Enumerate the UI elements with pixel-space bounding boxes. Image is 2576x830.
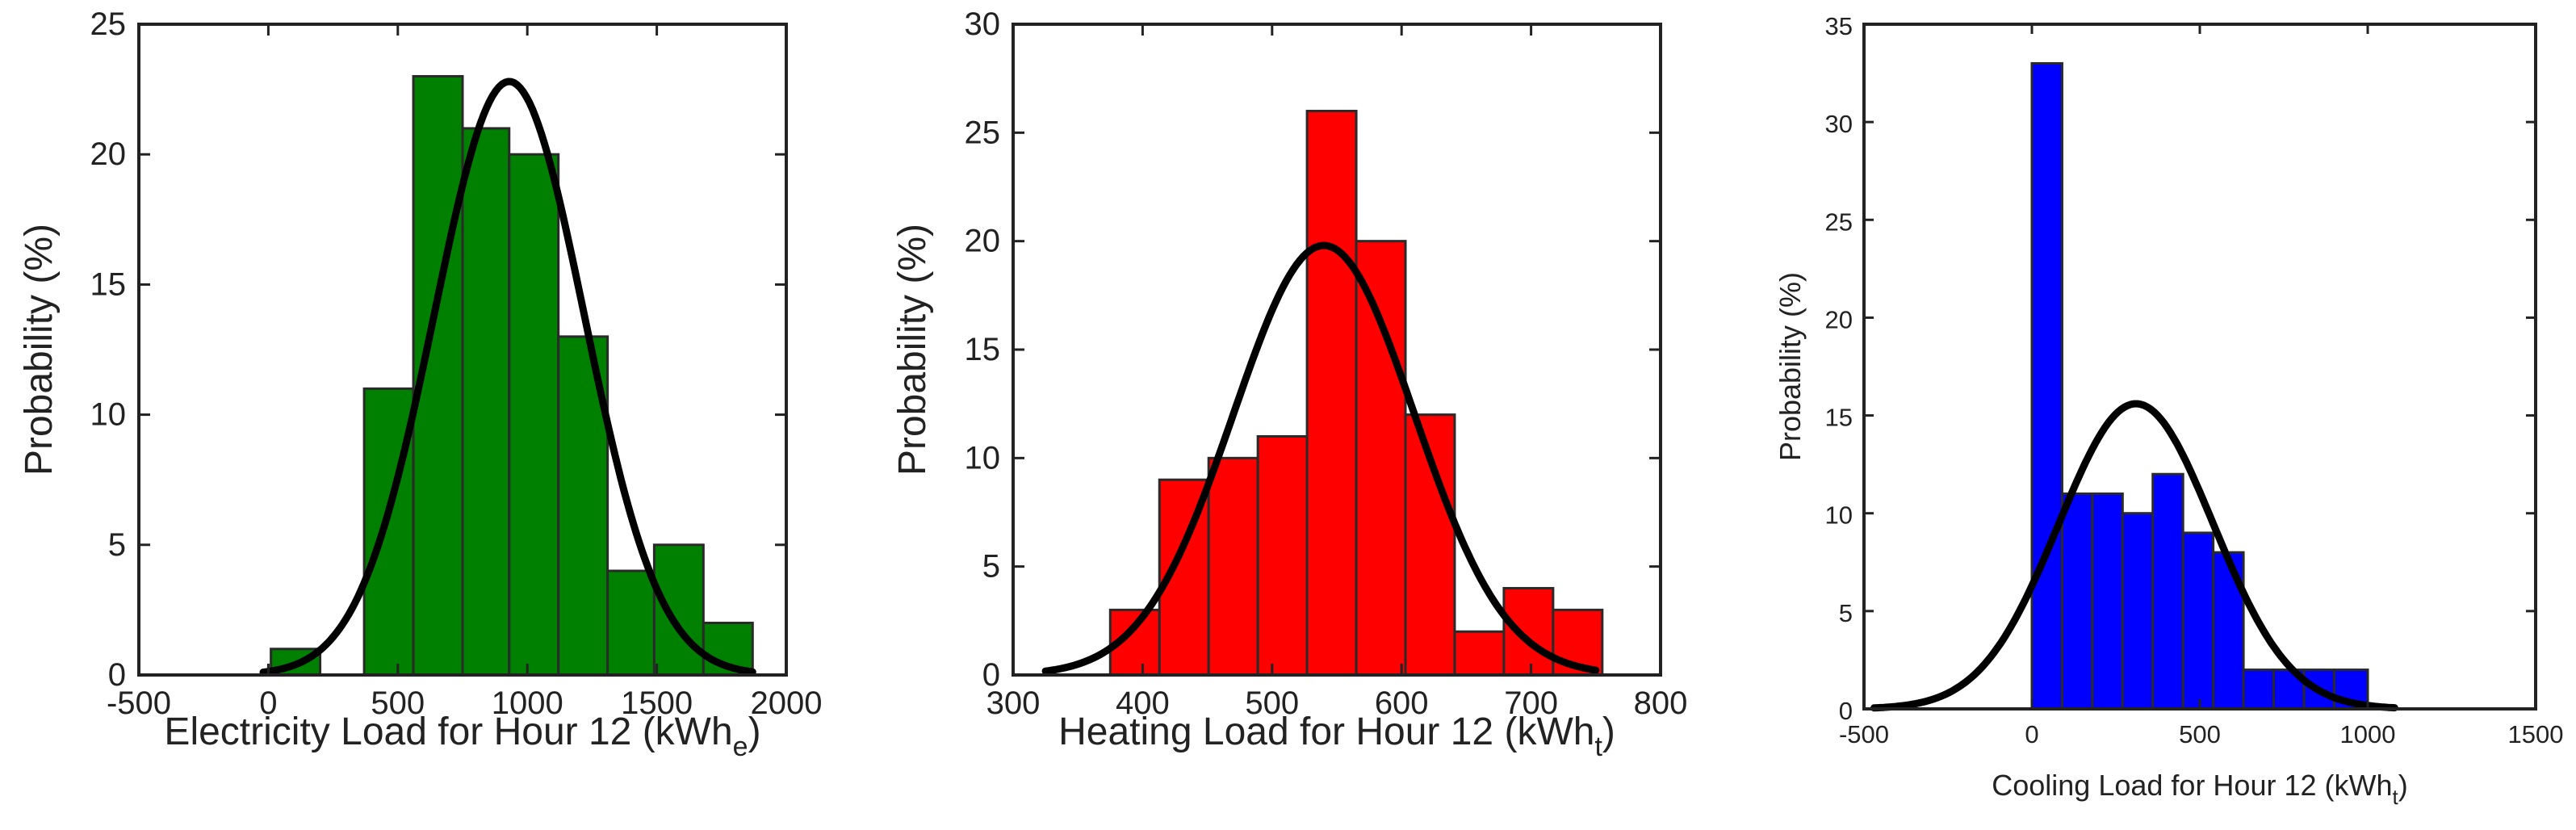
xtick-label-heating-3: 600 [1375,685,1429,721]
xlabel-electricity-end: ) [748,711,761,753]
ytick-label-electricity-3: 15 [90,266,127,302]
bar-cooling-5 [2181,531,2215,711]
xtick-label-electricity-4: 1500 [621,685,693,721]
bar-electricity-3 [461,127,511,677]
bar-electricity-7 [652,543,705,677]
xtick-label-electricity-5: 2000 [751,685,823,721]
ytick-label-heating-1: 5 [982,549,1000,585]
ytick-label-electricity-1: 5 [108,527,126,563]
bar-cooling-0 [2030,61,2063,711]
ytick-label-heating-2: 10 [965,440,1001,476]
fit-curve-electricity [259,78,756,677]
xtick-label-heating-0: 300 [986,685,1041,721]
ytick-label-cooling-7: 35 [1825,12,1853,40]
xtick-label-cooling-3: 1000 [2340,720,2396,748]
xtick-label-cooling-2: 500 [2179,720,2221,748]
bar-heating-8 [1502,587,1555,677]
xtick-label-cooling-4: 1500 [2508,720,2564,748]
bar-electricity-4 [508,153,560,677]
chart-heating: 300 400 500 600 700 800 0 5 10 15 20 25 30 Probabili… [891,6,1687,762]
bar-heating-2 [1207,456,1259,677]
ytick-label-heating-5: 25 [965,115,1001,150]
ytick-label-heating-6: 30 [965,6,1001,42]
ytick-label-heating-0: 0 [982,657,1000,693]
xlabel-cooling: Cooling Load for Hour 12 (kWht) [1992,769,2407,809]
ticks-heating: 300 400 500 600 700 800 0 5 10 15 20 25 30 [965,6,1688,721]
ytick-label-electricity-5: 25 [90,6,127,42]
xtick-label-electricity-3: 1000 [492,685,563,721]
xtick-label-heating-1: 400 [1116,685,1170,721]
xlabel-heating: Heating Load for Hour 12 (kWht) [1058,711,1615,762]
xlabel-heating-sub: t [1594,731,1602,762]
xlabel-cooling-main: Cooling Load for Hour 12 (kWh [1992,769,2392,802]
bar-heating-7 [1453,630,1506,677]
xtick-label-cooling-1: 0 [2025,720,2038,748]
ytick-label-electricity-4: 20 [90,136,127,172]
xlabel-heating-main: Heating Load for Hour 12 (kWh [1058,711,1594,753]
xtick-label-heating-4: 700 [1504,685,1558,721]
ytick-label-heating-3: 15 [965,332,1001,367]
bars-electricity [270,74,754,677]
xlabel-electricity-main: Electricity Load for Hour 12 (kWh [164,711,732,753]
ytick-label-electricity-0: 0 [108,657,126,693]
bar-heating-3 [1256,434,1309,677]
fit-curve-heating [1041,241,1600,675]
ytick-label-cooling-5: 25 [1825,208,1853,236]
xtick-label-heating-2: 500 [1245,685,1299,721]
ylabel-cooling: Probability (%) [1774,272,1807,461]
bars-heating [1108,109,1604,677]
xlabel-cooling-sub: t [2393,785,2399,809]
ytick-label-cooling-2: 10 [1825,501,1853,530]
ylabel-electricity: Probability (%) [18,224,61,476]
xlabel-electricity: Electricity Load for Hour 12 (kWhe) [164,711,760,762]
ytick-label-cooling-4: 20 [1825,305,1853,333]
xtick-label-electricity-1: 0 [259,685,277,721]
xtick-label-heating-5: 800 [1634,685,1688,721]
xlabel-heating-end: ) [1602,711,1615,753]
plot-frame-electricity [137,23,788,677]
ytick-label-electricity-2: 10 [90,397,127,433]
ytick-label-cooling-1: 5 [1839,599,1853,627]
xtick-label-cooling-0: -500 [1839,720,1889,748]
xtick-label-electricity-2: 500 [371,685,425,721]
ytick-label-cooling-0: 0 [1839,697,1853,725]
bar-cooling-1 [2060,492,2094,711]
bar-cooling-2 [2091,492,2124,711]
bar-cooling-4 [2151,472,2184,711]
bar-heating-4 [1305,109,1358,677]
xlabel-electricity-sub: e [733,731,748,762]
xtick-label-electricity-0: -500 [107,685,171,721]
fit-curve-cooling [1870,400,2398,712]
bars-cooling [2030,61,2369,711]
ytick-label-cooling-3: 15 [1825,404,1853,432]
ylabel-heating: Probability (%) [891,224,934,476]
ytick-label-heating-4: 20 [965,224,1001,259]
bar-electricity-6 [606,569,656,677]
bar-cooling-3 [2121,512,2155,711]
bar-heating-5 [1355,240,1407,677]
bar-cooling-7 [2242,669,2276,711]
ytick-label-cooling-6: 30 [1825,110,1853,138]
xlabel-cooling-end: ) [2398,769,2408,802]
